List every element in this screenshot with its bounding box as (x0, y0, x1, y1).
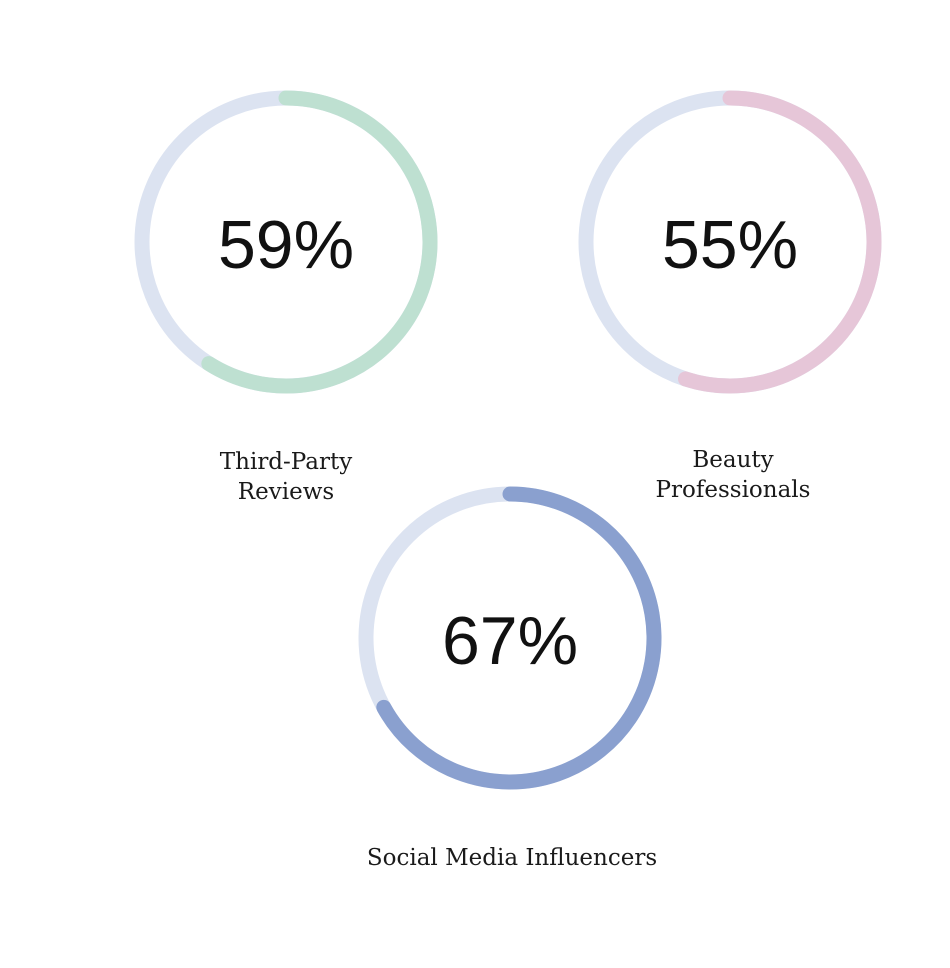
label-line: Reviews (237, 479, 335, 505)
donut-beauty-professionals: 55% (578, 90, 882, 394)
donut-label-social-media-influencers: Social Media Influencers (367, 843, 657, 873)
donut-social-media-influencers: 67% (358, 486, 662, 790)
donut-label-beauty-professionals: Beauty Professionals (656, 445, 811, 505)
label-line: Social Media Influencers (366, 845, 658, 871)
donut-third-party-reviews: 59% (134, 90, 438, 394)
donut-percent-label: 55% (662, 207, 798, 283)
donut-value-arc (376, 486, 662, 790)
donut-label-third-party-reviews: Third-Party Reviews (220, 447, 352, 507)
label-line: Professionals (655, 477, 811, 503)
donut-percent-label: 59% (218, 207, 354, 283)
label-line: Beauty (692, 447, 774, 473)
label-line: Third-Party (219, 449, 353, 475)
donut-value-arc (678, 90, 882, 394)
donut-percent-label: 67% (442, 603, 578, 679)
donut-value-arc (201, 90, 438, 394)
